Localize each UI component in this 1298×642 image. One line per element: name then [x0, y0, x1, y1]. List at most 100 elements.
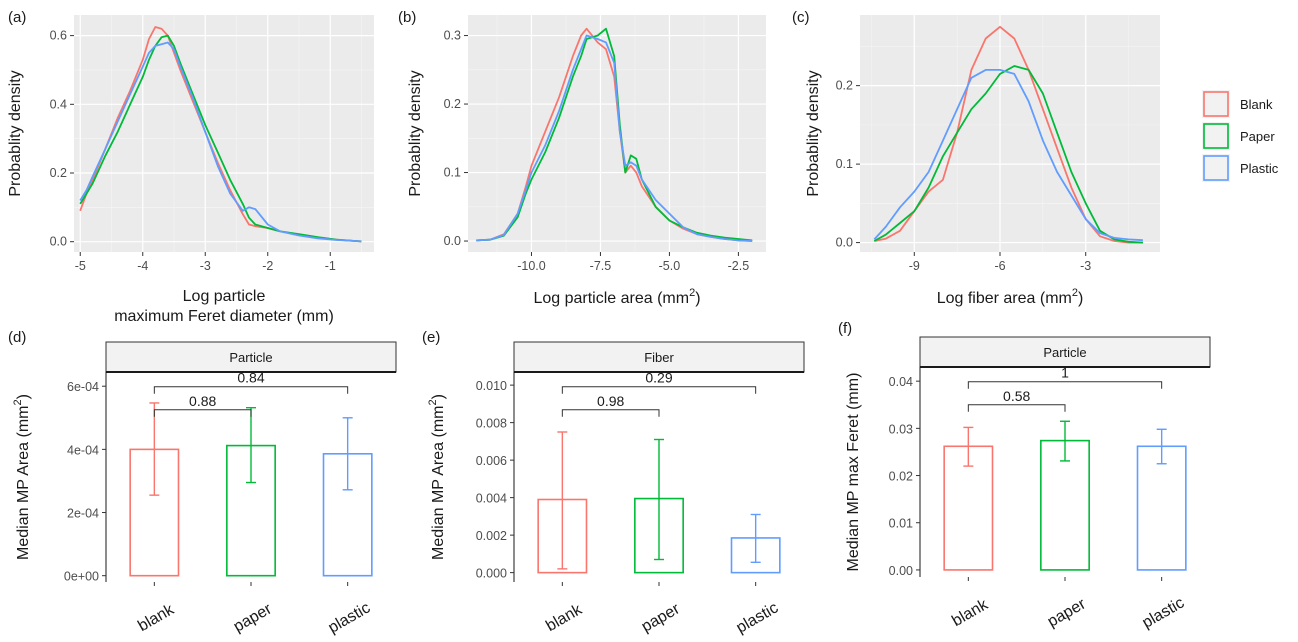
density-line-paper — [79, 34, 362, 243]
x-tick-label: -7.5 — [590, 259, 612, 273]
y-tick-label: 0.008 — [476, 417, 507, 431]
bar-panel-3: Particle 0.00 0.01 0.02 0.03 0.04 blank paper pl… — [838, 320, 1211, 632]
legend-key-bg — [1202, 154, 1230, 182]
density-line-plastic — [873, 69, 1143, 242]
density-panel-2: -10.0 -7.5 -5.0 -2.5 0.0 0.1 0.2 0.3 (b) Probabli… — [398, 9, 766, 307]
legend-key-bg — [1202, 122, 1230, 150]
x-axis-label-sup: 2 — [689, 287, 695, 299]
legend-key-bg — [1202, 90, 1230, 118]
x-tick-label: -4 — [137, 259, 148, 273]
y-tick-label: 0.1 — [444, 166, 461, 180]
density-line-plastic — [79, 41, 362, 243]
density-line-plastic — [476, 34, 753, 242]
legend-label-paper: Paper — [1240, 129, 1275, 144]
y-tick-label: 0.01 — [889, 517, 913, 531]
y-tick-label: 4e-04 — [67, 443, 99, 457]
facet-strip — [919, 336, 1211, 368]
plot-background — [860, 15, 1160, 252]
comparison-p-value: 0.58 — [1003, 388, 1030, 404]
x-axis-label-end: ) — [695, 290, 700, 307]
x-axis-label-sup: 2 — [1072, 287, 1078, 299]
density-line-paper — [873, 65, 1143, 244]
comparison-bracket — [967, 381, 1163, 389]
comparison-p-value: 0.84 — [237, 370, 264, 386]
x-tick-label-blank: blank — [135, 601, 177, 635]
y-tick-label: 0.1 — [836, 157, 853, 171]
bar-panel-2: Fiber 0.000 0.002 0.004 0.006 0.008 0.010 blank… — [422, 329, 805, 637]
y-tick-label: 2e-04 — [67, 507, 99, 521]
x-axis-label: Log particle maximum Feret diameter (mm) — [114, 288, 334, 325]
panel-label: (f) — [838, 320, 852, 337]
x-tick-label-paper: paper — [1045, 595, 1090, 631]
x-axis-label-end: ) — [1078, 290, 1083, 307]
y-tick-label: 0e+00 — [64, 570, 99, 584]
facet-strip-label: Particle — [229, 350, 272, 365]
y-tick-label: 0.004 — [476, 492, 507, 506]
facet-strip — [513, 341, 805, 373]
comparison-p-value: 1 — [1061, 365, 1069, 381]
bar-panel-1: Particle 0e+00 2e-04 4e-04 6e-04 blank paper pl… — [8, 329, 397, 637]
y-tick-label: 0.0 — [50, 235, 67, 249]
y-tick-label: 0.6 — [50, 29, 67, 43]
x-tick-label: -5 — [75, 259, 86, 273]
comparison-p-value: 0.98 — [597, 393, 624, 409]
y-tick-label: 0.03 — [889, 422, 913, 436]
facet-strip-label: Particle — [1043, 345, 1086, 360]
x-axis-label: Log fiber area (mm2) — [937, 287, 1084, 307]
y-axis-label: Median MP Area (mm2) — [12, 394, 32, 560]
x-tick-label-plastic: plastic — [326, 599, 374, 636]
legend-key-plastic — [1203, 155, 1229, 181]
x-axis-label-text: Log particle area (mm — [533, 290, 689, 307]
y-tick-label: 0.4 — [50, 97, 67, 111]
x-axis-label-line2: maximum Feret diameter (mm) — [114, 308, 334, 325]
comparison-bracket — [967, 404, 1066, 412]
bar-plastic — [1136, 445, 1187, 571]
x-tick-label: -10.0 — [517, 259, 546, 273]
x-tick-label: -9 — [909, 259, 920, 273]
panel-label: (a) — [8, 9, 26, 26]
y-tick-label: 0.010 — [476, 379, 507, 393]
y-tick-label: 0.006 — [476, 454, 507, 468]
plot-background — [74, 15, 374, 252]
comparison-bracket — [561, 386, 757, 394]
y-axis-label: Probablity density — [407, 70, 424, 196]
y-tick-label: 0.04 — [889, 375, 913, 389]
y-axis-label-end: ) — [430, 394, 447, 399]
y-tick-label: 0.3 — [444, 29, 461, 43]
panel-label: (e) — [422, 329, 440, 346]
x-tick-label-blank: blank — [949, 596, 991, 630]
x-axis-label-text: Log fiber area (mm — [937, 290, 1072, 307]
x-axis-label-line1: Log particle — [183, 288, 266, 305]
y-tick-label: 0.2 — [50, 166, 67, 180]
x-tick-label: -5.0 — [659, 259, 681, 273]
x-tick-label-paper: paper — [231, 600, 276, 636]
y-tick-label: 0.0 — [444, 234, 461, 248]
x-tick-label: -3 — [1080, 259, 1091, 273]
y-axis-label-end: ) — [15, 394, 32, 399]
x-tick-label: -1 — [325, 259, 336, 273]
x-tick-label-paper: paper — [639, 600, 684, 636]
x-tick-label-plastic: plastic — [1140, 594, 1188, 631]
x-tick-label: -2.5 — [728, 259, 750, 273]
y-tick-label: 0.02 — [889, 470, 913, 484]
facet-strip-label: Fiber — [644, 350, 674, 365]
comparison-bracket — [153, 409, 252, 417]
plot-background — [468, 15, 766, 252]
x-tick-label: -2 — [262, 259, 273, 273]
y-axis-label-sup: 2 — [12, 399, 24, 405]
y-tick-label: 0.2 — [444, 97, 461, 111]
x-tick-label: -3 — [200, 259, 211, 273]
legend-key-blank — [1203, 91, 1229, 117]
x-tick-label: -6 — [994, 259, 1005, 273]
comparison-bracket — [153, 386, 349, 394]
y-axis-label: Median MP max Feret (mm) — [845, 373, 862, 572]
comparison-bracket — [561, 409, 660, 417]
facet-strip — [105, 341, 397, 373]
y-axis-label-text: Median MP Area (mm — [15, 406, 32, 560]
y-axis-label: Probablity density — [7, 70, 24, 196]
y-axis-label-sup: 2 — [427, 399, 439, 405]
x-tick-label-plastic: plastic — [734, 599, 782, 636]
y-tick-label: 6e-04 — [67, 380, 99, 394]
legend: Blank Paper Plastic — [1202, 90, 1279, 182]
